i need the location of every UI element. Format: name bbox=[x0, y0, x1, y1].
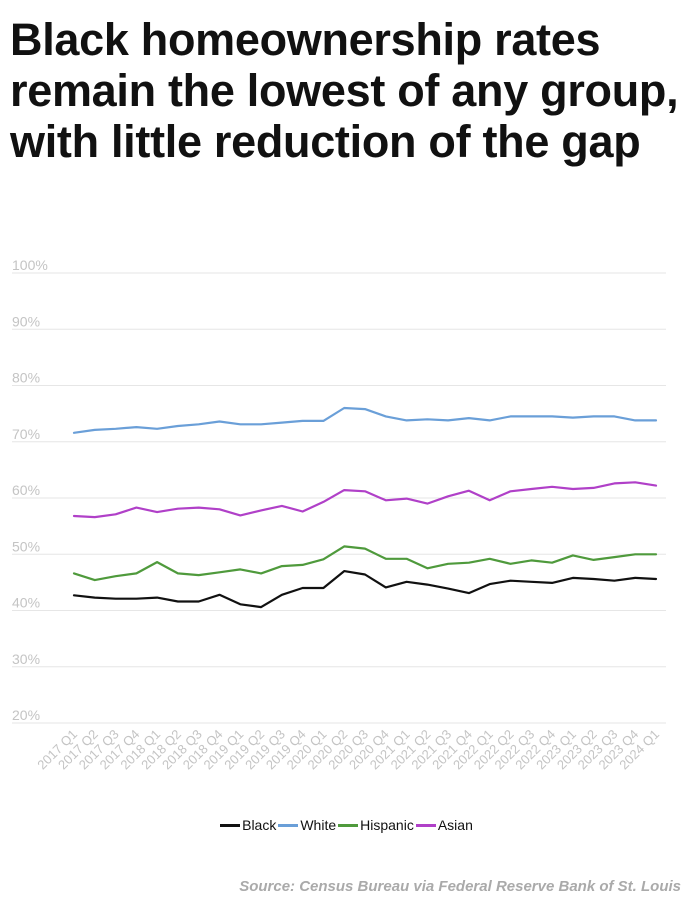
y-tick-label-90: 90% bbox=[12, 313, 40, 329]
legend-swatch-black bbox=[220, 823, 241, 827]
legend-item-hispanic[interactable]: Hispanic bbox=[338, 817, 414, 833]
legend-item-white[interactable]: White bbox=[278, 817, 336, 833]
legend-label-white: White bbox=[300, 817, 337, 833]
source-note: Source: Census Bureau via Federal Reserv… bbox=[239, 878, 681, 895]
y-tick-label-30: 30% bbox=[12, 651, 40, 667]
series-line-black bbox=[72, 570, 658, 609]
legend-item-black[interactable]: Black bbox=[220, 817, 276, 833]
y-tick-label-80: 80% bbox=[12, 370, 40, 386]
y-tick-label-100: 100% bbox=[12, 257, 48, 273]
y-tick-label-50: 50% bbox=[12, 538, 40, 554]
y-tick-label-20: 20% bbox=[12, 707, 40, 723]
line-chart: 20% 30% 40% 50% 60% 70% 80% 90% 100% 2017 Q12017… bbox=[12, 257, 666, 773]
series-line-hispanic bbox=[72, 545, 658, 582]
series-line-white bbox=[72, 406, 658, 434]
y-tick-label-70: 70% bbox=[12, 426, 40, 442]
gridlines bbox=[12, 272, 666, 724]
legend-label-black: Black bbox=[242, 817, 277, 833]
legend-item-asian[interactable]: Asian bbox=[415, 817, 473, 833]
y-axis-ticks: 20% 30% 40% 50% 60% 70% 80% 90% 100% bbox=[12, 257, 48, 723]
legend-swatch-white bbox=[278, 823, 299, 827]
series-line-asian bbox=[72, 481, 658, 519]
legend-label-asian: Asian bbox=[437, 817, 473, 833]
y-tick-label-40: 40% bbox=[12, 595, 40, 611]
legend-label-hispanic: Hispanic bbox=[360, 817, 414, 833]
legend-swatch-hispanic bbox=[338, 823, 359, 827]
legend: Black White Hispanic Asian bbox=[0, 817, 693, 833]
legend-swatch-asian bbox=[415, 823, 436, 827]
series-lines bbox=[72, 406, 658, 609]
y-tick-label-60: 60% bbox=[12, 482, 40, 498]
chart-title: Black homeownership rates remain the low… bbox=[10, 14, 679, 167]
